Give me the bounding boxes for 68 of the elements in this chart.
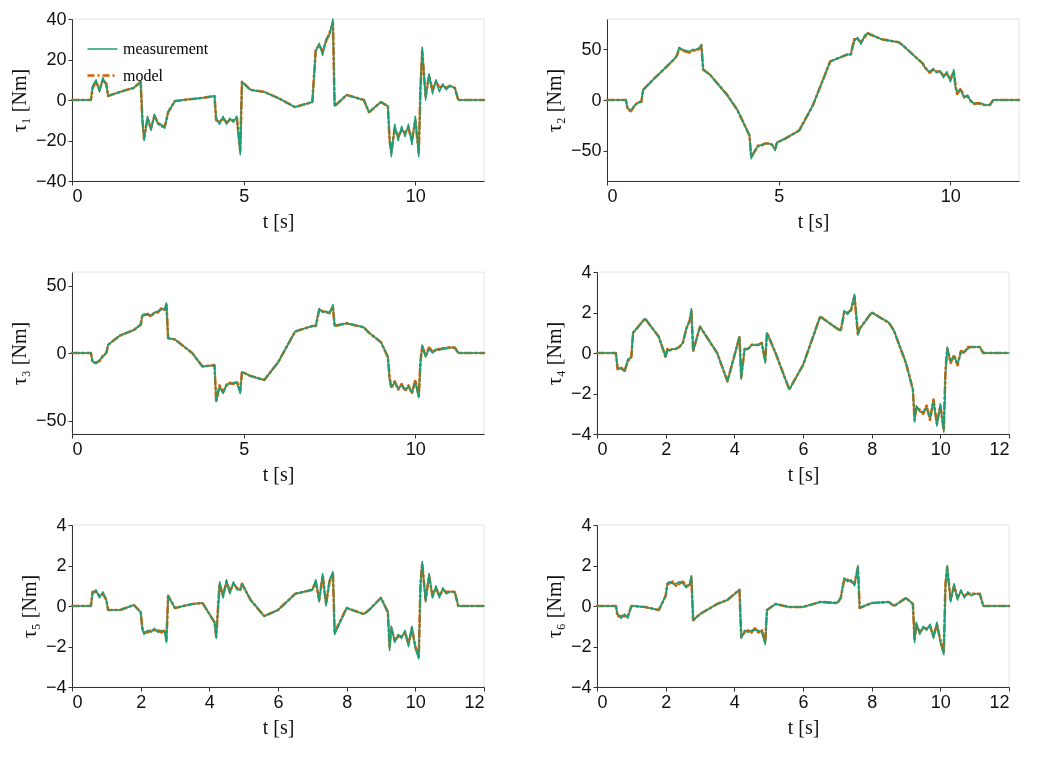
y-tick-label: −2: [570, 383, 592, 403]
x-tick-label: 12: [989, 438, 1010, 459]
x-tick-label: 5: [239, 185, 250, 206]
x-tick-label: 0: [607, 185, 618, 206]
y-tick-label: 4: [581, 261, 592, 282]
y-tick-label: 2: [581, 555, 592, 575]
y-tick-label: 50: [46, 275, 67, 295]
y-tick-label: −4: [45, 676, 67, 697]
x-tick-label: 4: [204, 691, 215, 712]
x-tick-label: 12: [989, 691, 1010, 712]
x-tick-label: 2: [661, 438, 672, 459]
x-tick-label: 10: [930, 438, 951, 459]
y-tick-label: −50: [35, 410, 67, 430]
x-axis-title: t [s]: [262, 209, 295, 232]
x-tick-label: 10: [940, 185, 961, 206]
y-tick-label: −4: [570, 676, 592, 697]
y-axis-title: τ₃ [Nm]: [7, 321, 30, 386]
x-tick-label: 4: [729, 438, 740, 459]
y-tick-label: 0: [56, 595, 67, 616]
y-axis-title: τ₄ [Nm]: [542, 321, 565, 386]
y-tick-label: −2: [570, 636, 592, 656]
y-tick-label: 2: [56, 555, 67, 575]
y-axis-title: τ₁ [Nm]: [7, 68, 30, 133]
x-tick-label: 0: [72, 438, 83, 459]
x-tick-label: 8: [342, 691, 353, 712]
x-tick-label: 5: [239, 438, 250, 459]
y-tick-label: 40: [46, 8, 67, 29]
legend-label: measurement: [123, 40, 209, 57]
x-tick-label: 0: [72, 185, 83, 206]
y-axis-title: τ₅ [Nm]: [17, 574, 40, 639]
x-tick-label: 4: [729, 691, 740, 712]
x-tick-label: 10: [405, 185, 426, 206]
y-tick-label: 4: [56, 514, 67, 535]
x-axis-title: t [s]: [262, 715, 295, 738]
y-tick-label: 20: [46, 49, 67, 69]
y-tick-label: 0: [591, 89, 602, 110]
x-tick-label: 0: [72, 691, 83, 712]
x-tick-label: 8: [867, 438, 878, 459]
x-axis-title: t [s]: [797, 209, 830, 232]
x-tick-label: 10: [405, 691, 426, 712]
y-tick-label: 2: [581, 302, 592, 322]
y-tick-label: 4: [581, 514, 592, 535]
y-tick-label: −20: [35, 130, 67, 150]
x-tick-label: 2: [136, 691, 147, 712]
x-tick-label: 2: [661, 691, 672, 712]
y-tick-label: −2: [45, 636, 67, 656]
y-tick-label: 0: [56, 89, 67, 110]
x-tick-label: 10: [930, 691, 951, 712]
x-tick-label: 6: [798, 438, 809, 459]
x-tick-label: 12: [464, 691, 485, 712]
x-axis-title: t [s]: [787, 462, 820, 485]
y-tick-label: −4: [570, 423, 592, 444]
y-axis-title: τ₂ [Nm]: [542, 68, 565, 133]
y-tick-label: −40: [35, 170, 67, 191]
x-axis-title: t [s]: [262, 462, 295, 485]
x-tick-label: 6: [273, 691, 284, 712]
x-tick-label: 5: [774, 185, 785, 206]
y-tick-label: −50: [570, 140, 602, 161]
y-axis-title: τ₆ [Nm]: [542, 574, 565, 639]
x-axis-title: t [s]: [787, 715, 820, 738]
y-tick-label: 50: [581, 38, 602, 59]
y-tick-label: 0: [56, 342, 67, 363]
x-tick-label: 10: [405, 438, 426, 459]
x-tick-label: 8: [867, 691, 878, 712]
legend-label: model: [123, 66, 164, 84]
x-tick-label: 6: [798, 691, 809, 712]
y-tick-label: 0: [581, 342, 592, 363]
y-tick-label: 0: [581, 595, 592, 616]
